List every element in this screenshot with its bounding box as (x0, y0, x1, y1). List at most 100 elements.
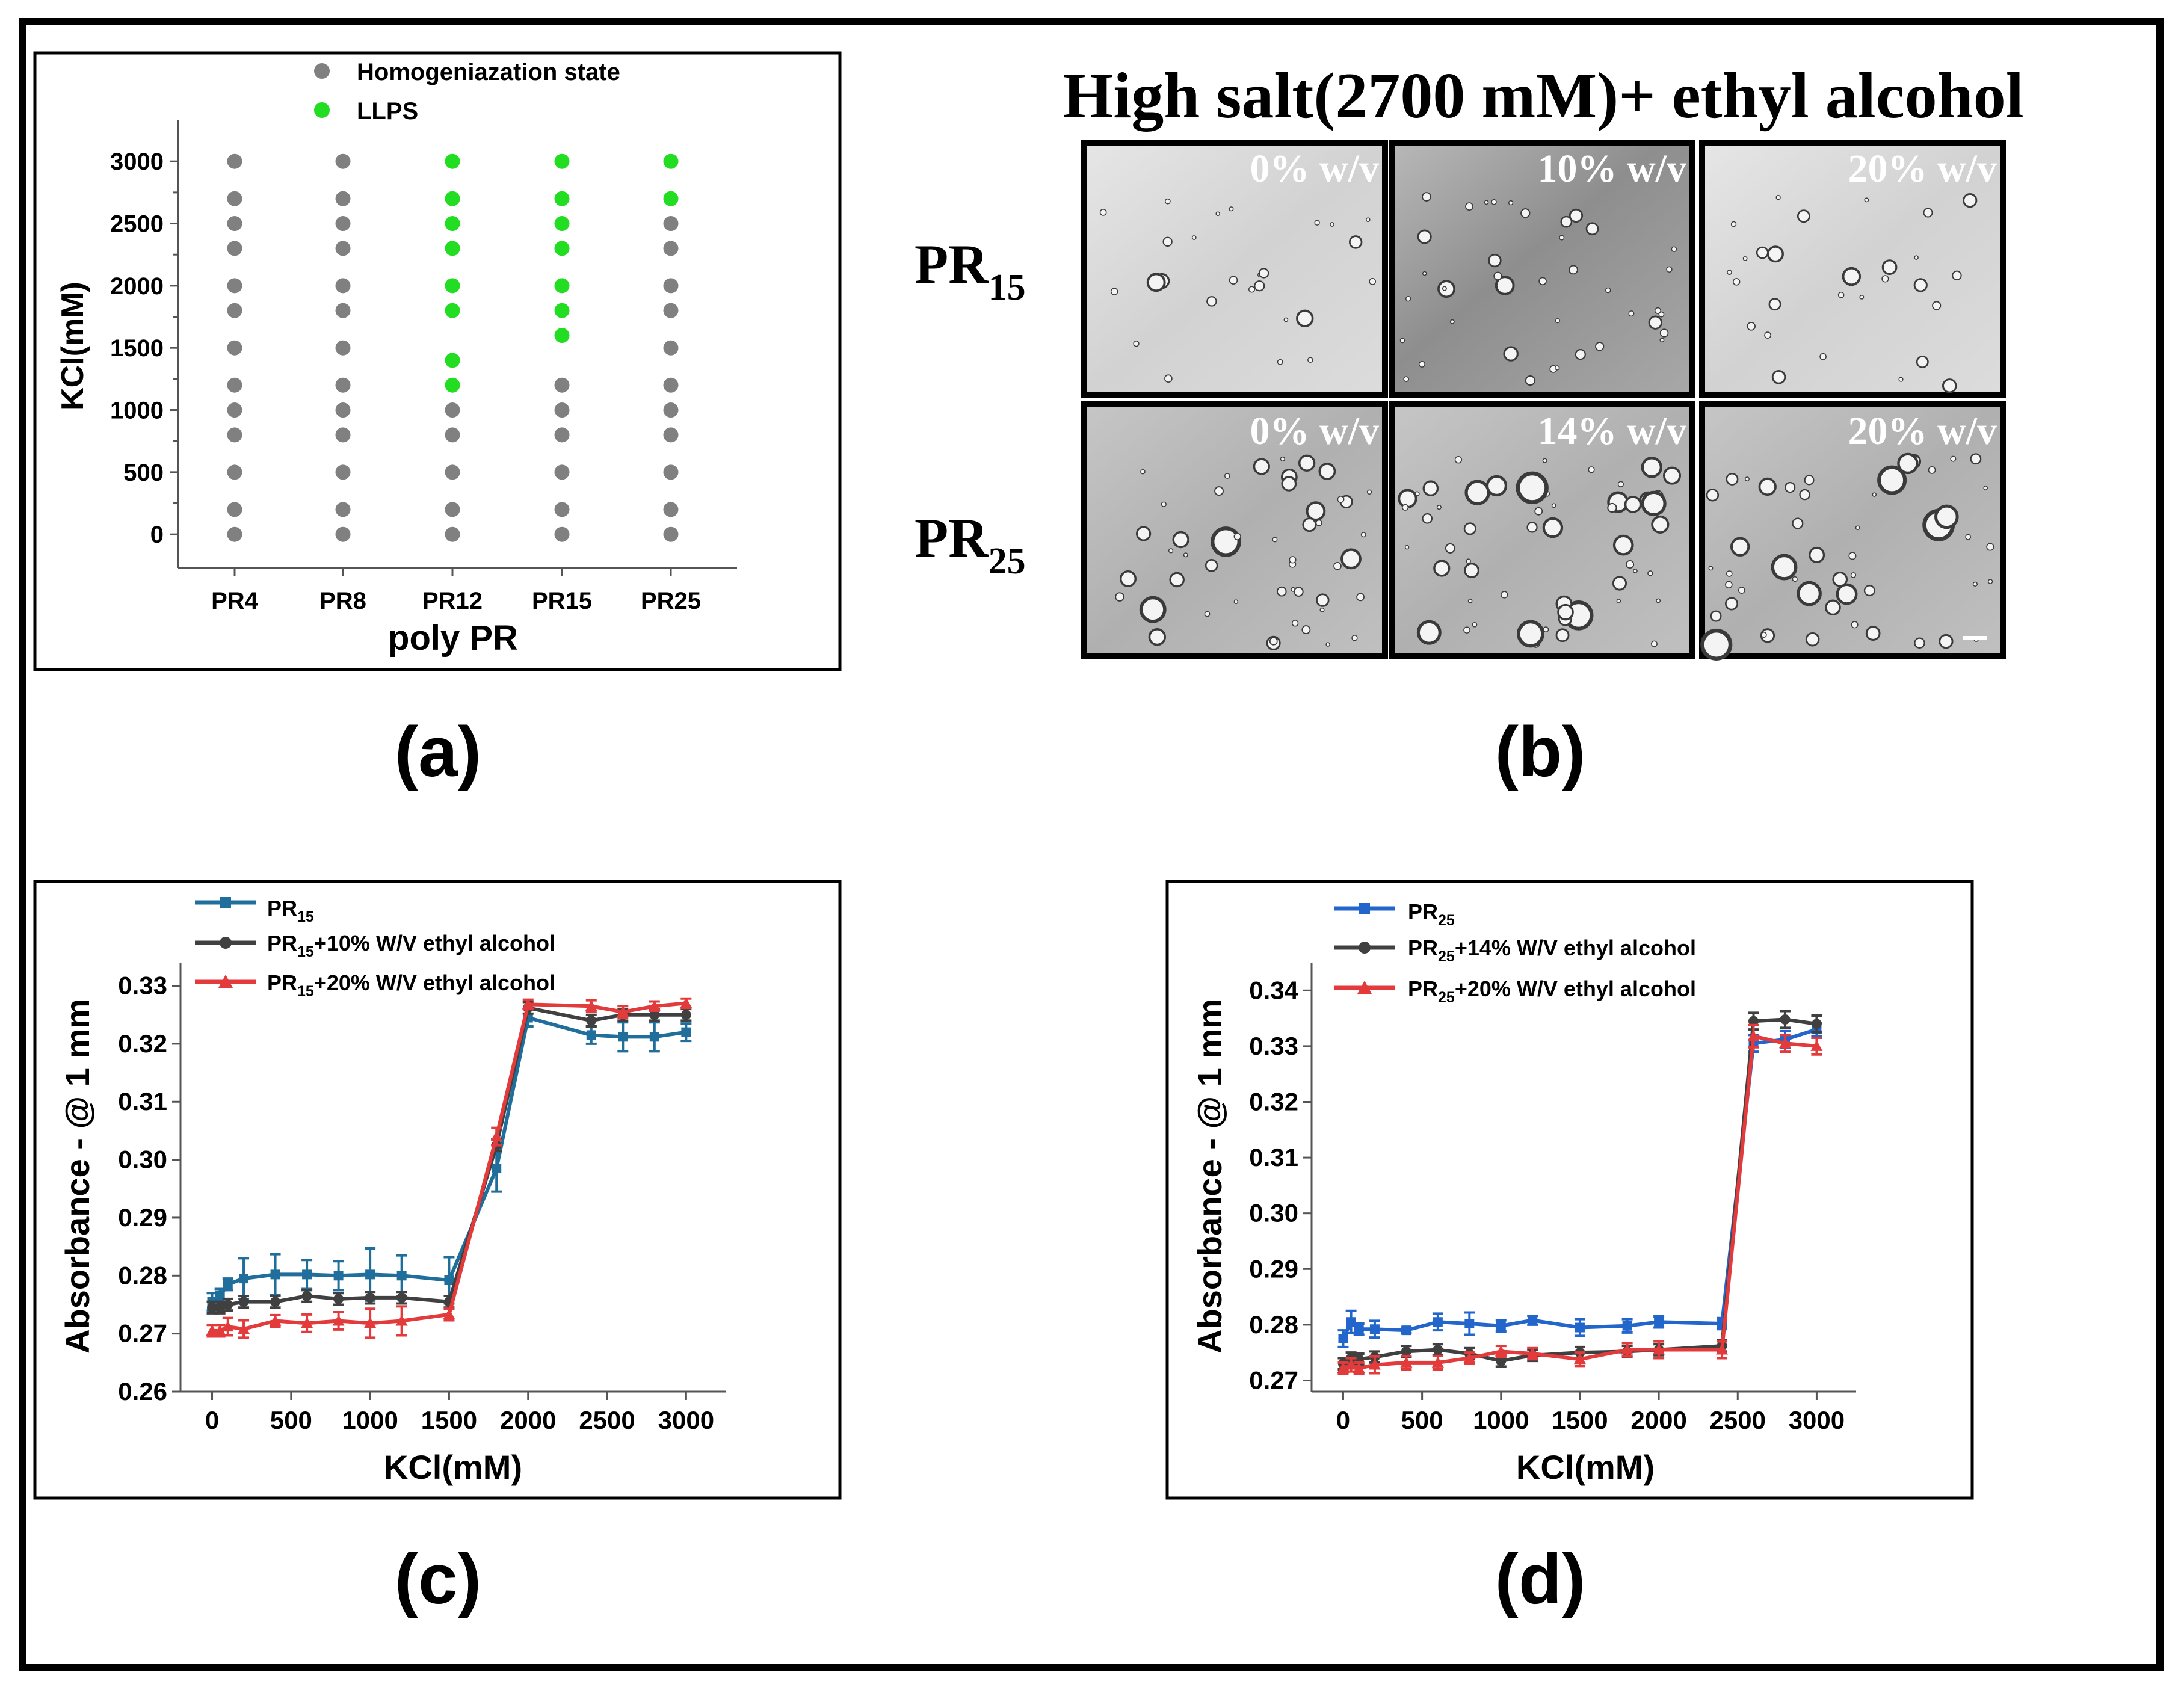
droplet (1659, 338, 1665, 343)
droplet (1139, 596, 1167, 623)
data-point (215, 1291, 225, 1301)
droplet (1318, 463, 1336, 480)
droplet (1538, 277, 1547, 286)
panel-c-line-chart: 0 500 1000 1500 2000 2500 3000 0.26 0.27 0.28 0.29… (33, 880, 842, 1500)
data-point (490, 1130, 503, 1142)
droplet (1501, 591, 1508, 599)
droplet (1575, 349, 1586, 360)
droplet (1805, 632, 1820, 647)
droplet (1276, 586, 1287, 597)
llps-point (554, 278, 570, 294)
llps-point (554, 303, 570, 318)
y-tick-label: 0.31 (118, 1087, 167, 1115)
llps-point (445, 216, 460, 232)
droplet (1526, 522, 1538, 533)
data-point (269, 1315, 282, 1326)
llps-point (554, 216, 570, 232)
micrograph-droplets (1099, 192, 1994, 661)
homogeneous-point (335, 241, 351, 256)
panel-a-y-tick-label: 500 (123, 460, 164, 486)
panel-d-ticks: 0 500 1000 1500 2000 2500 3000 0.27 0.28 0.29 0.30… (1249, 976, 1845, 1434)
data-point (1496, 1321, 1506, 1331)
droplet (1369, 278, 1377, 285)
droplet (1987, 579, 1993, 584)
droplet (1914, 637, 1925, 649)
homogeneous-point (554, 464, 570, 480)
droplet (1650, 640, 1658, 647)
panel-a-ylabel: KCl(mM) (55, 282, 90, 410)
droplet (1224, 473, 1230, 479)
droplet (1172, 531, 1189, 549)
droplet (1269, 637, 1278, 646)
droplet (1658, 311, 1665, 318)
droplet (1337, 496, 1345, 503)
droplet (1296, 309, 1314, 328)
droplet (1626, 560, 1635, 569)
homogeneous-point (335, 216, 351, 232)
droplet (1819, 353, 1827, 360)
data-point (270, 1297, 281, 1307)
droplet (1872, 492, 1877, 497)
homogeneous-point (335, 191, 351, 206)
y-tick-label: 0.28 (1249, 1310, 1298, 1339)
droplet (1417, 229, 1432, 244)
droplet (1491, 199, 1497, 205)
droplet (1881, 259, 1898, 275)
homogeneous-point (335, 427, 351, 443)
homogeneous-point (554, 526, 570, 542)
droplet (1183, 552, 1188, 558)
data-point (1575, 1322, 1585, 1333)
panel-a-x-tick-label: PR25 (641, 588, 701, 614)
data-point (1496, 1355, 1507, 1366)
homogeneous-point (554, 502, 570, 517)
data-point (270, 1269, 280, 1280)
homogeneous-point (227, 526, 242, 542)
droplet (1710, 610, 1722, 622)
droplet (1792, 517, 1804, 529)
droplet (1612, 534, 1634, 556)
llps-point (445, 278, 460, 294)
droplet (1881, 275, 1889, 283)
y-tick-label: 0.31 (1249, 1143, 1298, 1171)
panel-d-frame (1165, 880, 1974, 1500)
droplet (1836, 583, 1858, 605)
droplet (1148, 628, 1167, 646)
data-point (1431, 1356, 1444, 1368)
y-tick-label: 0.30 (1249, 1199, 1298, 1227)
homogeneous-point (663, 377, 679, 393)
panel-c-legend-1: PR15+10% W/V ethyl alcohol (267, 931, 555, 960)
y-tick-label: 0.32 (1249, 1087, 1298, 1115)
panel-c-xlabel: KCl(mM) (384, 1448, 522, 1486)
droplet (1464, 480, 1490, 505)
panel-a-y-tick-label: 1000 (110, 398, 164, 424)
data-point (443, 1308, 455, 1319)
droplet (1700, 628, 1733, 661)
panel-b-row-label-pr15: PR15 (915, 233, 1026, 308)
droplet (1792, 576, 1798, 582)
panel-c-legend-2: PR15+20% W/V ethyl alcohol (267, 970, 555, 1000)
droplet (1442, 286, 1447, 291)
data-point (207, 1302, 218, 1313)
droplet (1436, 505, 1442, 510)
droplet (1289, 556, 1297, 564)
data-point (1811, 1019, 1822, 1029)
scale-bar (1963, 636, 1987, 640)
data-point (1654, 1317, 1664, 1327)
droplet (1472, 621, 1478, 628)
droplet (1767, 245, 1784, 263)
droplet (1771, 370, 1786, 384)
llps-point (445, 191, 460, 206)
droplet (1280, 456, 1285, 461)
droplet (1758, 477, 1777, 496)
homogeneous-point (227, 402, 242, 418)
data-point (492, 1164, 502, 1174)
panel-a-y-tick-label: 1500 (110, 335, 164, 362)
y-tick-label: 0.29 (1249, 1254, 1298, 1283)
droplet (1560, 215, 1573, 228)
legend-marker-pr15-10 (220, 937, 232, 949)
droplet (1730, 221, 1737, 227)
y-tick-label: 0.27 (1249, 1366, 1298, 1394)
droplet (1215, 211, 1220, 217)
x-tick-label: 1500 (421, 1406, 477, 1434)
homogeneous-point (227, 191, 242, 206)
